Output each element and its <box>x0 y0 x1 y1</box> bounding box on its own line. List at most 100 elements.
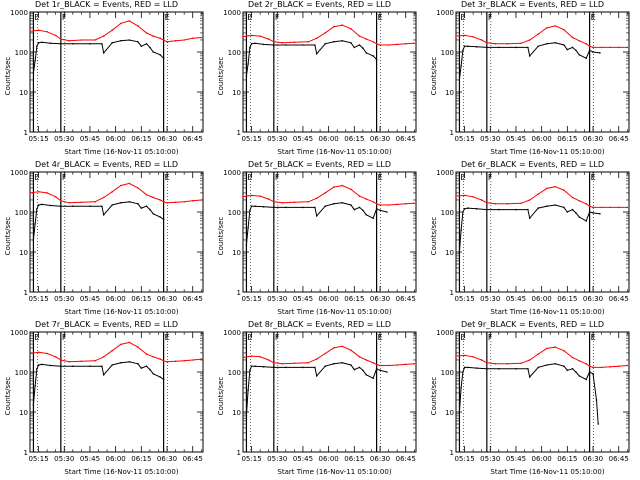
data-point <box>36 208 38 210</box>
y-tick-label: 1000 <box>223 169 241 177</box>
data-point <box>245 75 248 77</box>
chart-panel: 1 10 100 1000 05:15 05:30 05:45 06:00 06:15 06:30… <box>0 320 213 480</box>
x-tick-label: 06:00 <box>319 455 339 463</box>
data-point <box>386 211 388 213</box>
data-point <box>162 378 165 381</box>
lld-series-line <box>29 20 202 43</box>
data-point <box>333 41 335 43</box>
data-point <box>137 41 139 43</box>
data-point <box>249 369 251 372</box>
data-point <box>546 364 548 366</box>
data-point <box>486 368 488 370</box>
data-point <box>353 46 356 49</box>
x-axis-label: Start Time (16-Nov-11 05:10:00) <box>490 308 605 316</box>
data-point <box>546 347 548 350</box>
data-point <box>120 362 122 364</box>
data-point <box>166 361 168 363</box>
data-point <box>54 196 57 198</box>
data-point <box>520 42 522 45</box>
data-point <box>375 58 378 61</box>
x-axis-label: Start Time (16-Nov-11 05:10:00) <box>64 148 179 156</box>
data-point <box>571 208 574 211</box>
data-point <box>249 46 251 49</box>
data-point <box>273 362 275 364</box>
data-point <box>506 363 509 365</box>
chart-plot: 1 10 100 1000 05:15 05:30 05:45 06:00 06:15 06:30… <box>223 169 417 303</box>
data-point <box>68 202 71 204</box>
data-point <box>159 376 161 378</box>
data-point <box>54 356 57 358</box>
data-point <box>372 217 374 219</box>
x-tick-label: 05:15 <box>28 135 48 143</box>
data-point <box>578 216 581 218</box>
data-point <box>379 364 381 367</box>
data-point <box>537 366 539 369</box>
data-point <box>527 368 529 370</box>
data-point <box>324 192 326 194</box>
y-tick-label: 1 <box>450 449 454 457</box>
data-point <box>358 195 361 197</box>
data-point <box>191 359 194 361</box>
data-point <box>617 46 620 49</box>
data-point <box>333 186 335 188</box>
x-axis-label: Start Time (16-Nov-11 05:10:00) <box>64 468 179 476</box>
data-point <box>102 35 105 37</box>
data-point <box>259 356 261 358</box>
y-tick-label: 1 <box>450 289 454 297</box>
data-point <box>145 43 148 45</box>
data-point <box>200 199 203 201</box>
data-point <box>462 371 464 373</box>
x-axis-label: Start Time (16-Nov-11 05:10:00) <box>490 148 605 156</box>
data-point <box>588 211 591 213</box>
data-point <box>293 41 296 44</box>
data-point <box>626 364 629 367</box>
chart-plot: 1 10 100 1000 05:15 05:30 05:45 06:00 06:15 06:30… <box>223 9 417 143</box>
y-tick-label: 100 <box>441 209 454 217</box>
data-point <box>285 206 287 209</box>
data-point <box>455 35 457 37</box>
data-point <box>537 33 539 35</box>
lld-series-line <box>242 345 415 366</box>
data-point <box>486 42 488 44</box>
data-point <box>137 346 139 348</box>
x-tick-label: 05:30 <box>54 455 74 463</box>
data-point <box>120 40 122 42</box>
data-point <box>247 63 249 65</box>
data-point <box>315 197 318 200</box>
data-point <box>273 206 275 209</box>
data-point <box>609 206 611 209</box>
data-point <box>174 201 177 204</box>
data-point <box>379 209 381 212</box>
y-axis-label: Counts/sec <box>4 376 12 416</box>
data-point <box>462 211 464 213</box>
data-point <box>37 191 40 193</box>
data-point <box>528 217 531 219</box>
data-point <box>293 362 296 365</box>
data-point <box>111 204 113 206</box>
data-point <box>365 359 368 361</box>
data-point <box>162 57 165 59</box>
marker-label: E <box>378 13 383 22</box>
y-tick-label: 100 <box>15 209 28 217</box>
x-tick-label: 06:45 <box>609 295 629 303</box>
data-point <box>159 199 161 201</box>
data-point <box>460 65 462 67</box>
data-point <box>515 46 517 49</box>
panel-title: Det 3r_BLACK = Events, RED = LLD <box>460 0 605 9</box>
data-point <box>145 353 148 355</box>
data-point <box>486 208 488 211</box>
chart-panel: 1 10 100 1000 05:15 05:30 05:45 06:00 06:15 06:30… <box>213 160 426 320</box>
y-axis-label: Counts/sec <box>217 376 225 416</box>
x-tick-label: 06:30 <box>157 455 177 463</box>
data-point <box>372 41 374 43</box>
data-point <box>379 204 381 206</box>
data-point <box>413 202 416 205</box>
plot-frame <box>242 171 417 293</box>
y-tick-label: 10 <box>19 249 28 257</box>
data-point <box>353 368 356 371</box>
y-tick-label: 10 <box>445 409 454 417</box>
marker-label: E <box>591 333 596 342</box>
data-point <box>250 355 253 357</box>
panel-title: Det 4r_BLACK = Events, RED = LLD <box>34 160 179 169</box>
x-tick-label: 05:30 <box>54 135 74 143</box>
